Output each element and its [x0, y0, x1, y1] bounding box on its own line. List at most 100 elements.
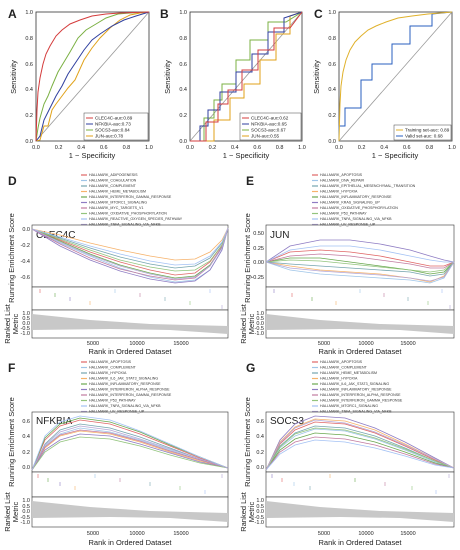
gsea-d-xtick-2: 15000: [173, 341, 188, 347]
roc-b-xtick-5: 1.0: [298, 145, 306, 151]
roc-a-xlabel: 1 − Specificity: [69, 151, 116, 160]
gsea-e-legend-label-0: HALLMARK_APOPTOSIS: [320, 173, 363, 177]
roc-a-yticks: 0.0 0.2 0.4 0.6 0.8 1.0: [25, 10, 33, 145]
gsea-g-hit-strip: [265, 471, 455, 498]
roc-a-ytick-1: 0.2: [25, 113, 33, 119]
gsea-g-legend-label-8: HALLMARK_MTORC1_SIGNALING: [320, 404, 378, 408]
roc-c-xtick-4: 0.8: [426, 145, 434, 151]
gsea-f-xlabel: Rank in Ordered Dataset: [89, 538, 173, 547]
roc-b-xtick-0: 0.0: [186, 145, 194, 151]
roc-panel-b: B CLEC4C-auc:0.62 NFKBIA-auc:0.65 SOCS3-…: [160, 7, 306, 160]
roc-c-xlabel: 1 − Specificity: [372, 151, 419, 160]
gsea-g-metric-tick-1: 0.5: [256, 504, 264, 510]
roc-b-xlabel: 1 − Specificity: [223, 151, 270, 160]
roc-c-xtick-5: 1.0: [448, 145, 456, 151]
roc-a-curve-jun: [35, 11, 150, 142]
panel-letter-f: F: [8, 361, 15, 375]
gsea-g-ylabel-bottom-2: Metric: [247, 502, 256, 523]
gsea-e-curve-5: [265, 253, 455, 269]
gsea-d-legend-label-4: HALLMARK_INTERFERON_GAMMA_RESPONSE: [89, 195, 172, 199]
roc-a-legend-label-clec4c: CLEC4C-auc:0.89: [95, 116, 133, 121]
gsea-f-legend-label-1: HALLMARK_COMPLEMENT: [89, 366, 137, 370]
gsea-e-curve-6: [265, 261, 455, 277]
gsea-d-xtick-1: 10000: [129, 341, 144, 347]
gsea-g-legend-label-0: HALLMARK_APOPTOSIS: [320, 360, 363, 364]
gsea-f-curve-3: [31, 430, 229, 471]
gsea-d-curve-5: [31, 227, 229, 284]
gsea-g-xtick-1: 10000: [358, 531, 373, 537]
gsea-e-ylabel-bottom-1: Ranked List: [239, 303, 248, 344]
roc-a-xtick-5: 1.0: [145, 145, 153, 151]
roc-c-curve-training: [338, 11, 453, 142]
gsea-f-ytick-3: 0.0: [22, 465, 30, 471]
roc-b-curve-clec4c: [190, 11, 303, 142]
gsea-d-curves: [31, 227, 229, 284]
gsea-e-metric-tick-3: -0.5: [255, 326, 264, 332]
gsea-e-yticks: 0.50 0.25 0.00 -0.25: [251, 231, 264, 281]
gsea-g-ytick-3: 0.0: [256, 465, 264, 471]
gsea-g-metric-fill: [266, 501, 454, 522]
gsea-f-xticks: 5000 10000 15000: [87, 531, 189, 537]
gsea-f-metric-tick-4: -1.0: [21, 520, 30, 526]
roc-b-ytick-2: 0.4: [179, 87, 187, 93]
gsea-g-ytick-0: 0.6: [256, 419, 264, 425]
gsea-f-ylabel-bottom-2: Metric: [11, 502, 20, 523]
gsea-f-legend: HALLMARK_APOPTOSIS HALLMARK_COMPLEMENT H…: [81, 360, 172, 414]
gsea-f-ytick-0: 0.6: [22, 419, 30, 425]
panel-letter-e: E: [246, 174, 254, 188]
roc-a-xtick-3: 0.6: [100, 145, 108, 151]
roc-b-legend: CLEC4C-auc:0.62 NFKBIA-auc:0.65 SOCS3-au…: [239, 112, 302, 141]
roc-c-ytick-5: 1.0: [328, 10, 336, 16]
gsea-d-xticks: 5000 10000 15000: [87, 341, 189, 347]
roc-b-legend-label-clec4c: CLEC4C-auc:0.62: [251, 116, 289, 121]
gsea-f-legend-label-2: HALLMARK_HYPOXIA: [89, 371, 127, 375]
gsea-d-curve-6: [31, 227, 229, 281]
roc-c-curve-valid: [338, 11, 453, 141]
gsea-e-ylabel-bottom-2: Metric: [247, 314, 256, 335]
roc-c-ytick-0: 0.0: [328, 139, 336, 145]
gsea-e-legend-label-5: HALLMARK_KRAS_SIGNALING_UP: [320, 201, 380, 205]
gsea-g-metric-tick-3: -0.5: [255, 515, 264, 521]
roc-b-ytick-4: 0.8: [179, 36, 187, 42]
gsea-f-legend-label-6: HALLMARK_INTERFERON_GAMMA_RESPONSE: [89, 393, 172, 397]
roc-a-xtick-0: 0.0: [32, 145, 40, 151]
roc-a-curve-socs3: [35, 11, 150, 142]
gsea-g-curve-0: [265, 415, 455, 471]
gsea-e-xlabel: Rank in Ordered Dataset: [319, 347, 403, 356]
gsea-f-ylabel-top: Running Enrichment Score: [7, 397, 16, 487]
roc-c-ytick-4: 0.8: [328, 36, 336, 42]
roc-c-ylabel: Sensitivity: [312, 60, 321, 94]
roc-a-legend: CLEC4C-auc:0.89 NFKBIA-auc:0.73 SOCS3-au…: [83, 112, 149, 141]
roc-b-curves: [190, 11, 303, 142]
gsea-f-hit-marks: [37, 474, 223, 494]
gsea-e-legend-label-1: HALLMARK_DNA_REPAIR: [320, 179, 364, 183]
gsea-g-yticks: 0.6 0.4 0.2 0.0: [256, 419, 264, 471]
gsea-d-legend-label-2: HALLMARK_COMPLEMENT: [89, 184, 137, 188]
gsea-e-metric-fill: [266, 314, 454, 334]
gsea-f-legend-label-8: HALLMARK_TNFA_SIGNALING_VIA_NFKB: [89, 404, 161, 408]
gsea-e-legend-label-7: HALLMARK_P53_PATHWAY: [320, 212, 367, 216]
gsea-d-curve-2: [31, 227, 229, 269]
gsea-f-curve-7: [31, 436, 229, 471]
gsea-d-hit-marks: [39, 289, 223, 309]
gsea-f-metric-fill: [32, 501, 228, 522]
roc-a-legend-label-nfkbia: NFKBIA-auc:0.73: [95, 122, 131, 127]
gsea-e-curve-0: [265, 239, 455, 263]
gsea-g-curve-7: [265, 427, 455, 471]
gsea-g-legend-label-6: HALLMARK_INTERFERON_ALPHA_RESPONSE: [320, 393, 401, 397]
gsea-g-curve-3: [265, 425, 455, 471]
roc-b-xtick-3: 0.6: [253, 145, 261, 151]
gsea-e-metric-tick-1: 0.5: [256, 316, 264, 322]
roc-a-ytick-2: 0.4: [25, 87, 33, 93]
gsea-f-curve-5: [31, 433, 229, 471]
gsea-f-legend-label-0: HALLMARK_APOPTOSIS: [89, 360, 132, 364]
gsea-d-ytick-3: -0.6: [21, 275, 30, 281]
roc-b-legend-label-nfkbia: NFKBIA-auc:0.65: [251, 122, 287, 127]
gsea-g-ylabel-bottom-1: Ranked List: [239, 491, 248, 532]
roc-c-legend-label-training: Training set-auc: 0.89: [405, 128, 450, 133]
gsea-d-ytick-1: -0.2: [21, 243, 30, 249]
gsea-d-legend-label-8: HALLMARK_REACTIVE_OXYGEN_SPECIES_PATHWAY: [89, 217, 183, 221]
gsea-e-metric-tick-4: -1.0: [255, 331, 264, 337]
gsea-e-curve-7: [265, 259, 455, 273]
gsea-e-xtick-0: 5000: [318, 341, 330, 347]
